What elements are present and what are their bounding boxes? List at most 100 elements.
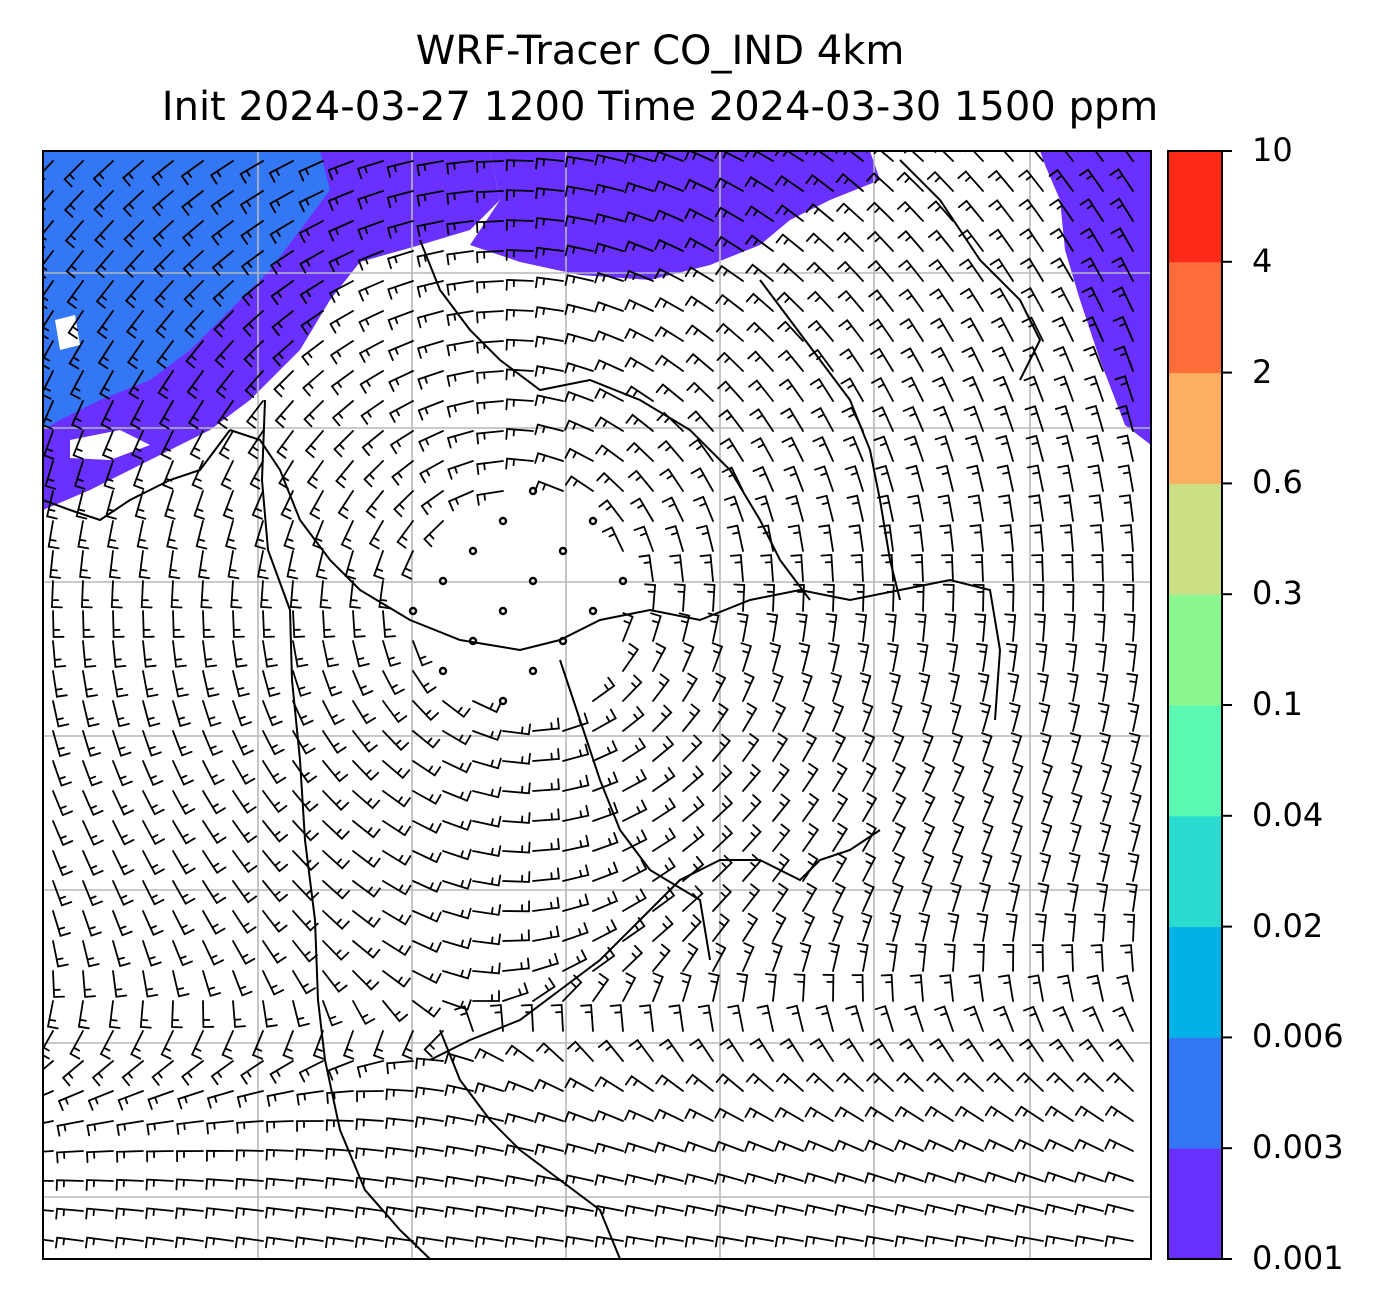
wind-barb (564, 215, 594, 227)
wind-barb (476, 220, 504, 234)
wind-barb (594, 213, 624, 225)
wind-barb (740, 642, 753, 672)
wind-barb (262, 700, 283, 727)
wind-barb (352, 940, 381, 959)
wind-barb (1126, 672, 1139, 702)
wind-barb (1080, 256, 1104, 282)
wind-barb (79, 550, 91, 579)
wind-barb (956, 1071, 984, 1092)
wind-barb (306, 460, 324, 489)
wind-barb (423, 520, 444, 548)
wind-barb (896, 1071, 924, 1092)
wind-barb (1049, 227, 1074, 252)
wind-barb (942, 583, 955, 612)
wind-barb (622, 612, 634, 642)
wind-barb (810, 406, 834, 432)
wind-barb (668, 1004, 684, 1032)
wind-barb (299, 250, 324, 274)
wind-barb (155, 310, 174, 339)
calm-marker (468, 636, 478, 646)
wind-barb (202, 910, 226, 935)
wind-barb (624, 1173, 654, 1186)
wind-barb (714, 151, 744, 162)
wind-barb (624, 298, 654, 312)
wind-barb (1106, 1071, 1134, 1092)
wind-barb (232, 670, 250, 698)
wind-barb (1002, 944, 1015, 972)
wind-barb (1076, 1071, 1104, 1092)
wind-barb (56, 1150, 84, 1164)
wind-barb (914, 613, 927, 642)
wind-barb (419, 460, 444, 484)
wind-barb (202, 940, 224, 966)
wind-barb (442, 790, 472, 802)
wind-barb (164, 490, 176, 520)
wind-barb (172, 910, 195, 936)
wind-barb (564, 1077, 594, 1092)
wind-barb (112, 760, 133, 787)
wind-barb (866, 201, 894, 222)
wind-barb (295, 1177, 324, 1190)
wind-barb (266, 1090, 294, 1107)
wind-barb (182, 250, 204, 277)
wind-barb (325, 1206, 354, 1219)
wind-barb (474, 1175, 504, 1188)
wind-barb (262, 940, 287, 964)
wind-barb (954, 1105, 984, 1122)
wind-barb (195, 520, 208, 550)
wind-barb (535, 157, 564, 170)
wind-barb (1120, 944, 1134, 972)
wind-barb (1025, 151, 1044, 162)
wind-barb (1105, 1105, 1134, 1122)
wind-barb (352, 970, 380, 991)
wind-barb (534, 423, 564, 436)
wind-barb (139, 1000, 152, 1029)
wind-barb (276, 430, 294, 459)
colorbar-segment (1168, 483, 1222, 595)
wind-barb (622, 917, 646, 942)
wind-barb (269, 190, 294, 214)
wind-barb (744, 1172, 774, 1185)
wind-barb (834, 1139, 864, 1152)
wind-barb (136, 520, 149, 550)
wind-barb (1090, 944, 1104, 972)
wind-barb (505, 368, 534, 381)
wind-barb (416, 190, 444, 207)
wind-barb (749, 408, 774, 432)
wind-barb (1027, 974, 1044, 1002)
wind-barb (772, 853, 790, 882)
wind-barb (282, 1030, 294, 1060)
wind-barb (862, 882, 875, 912)
wind-barb (682, 703, 701, 732)
wind-barb (52, 820, 74, 847)
wind-barb (712, 703, 729, 732)
wind-barb (274, 400, 294, 429)
wind-barb (924, 1105, 954, 1122)
wind-barb (151, 160, 174, 186)
wind-barb (1112, 315, 1134, 342)
wind-barb (373, 550, 385, 580)
wind-barb (125, 310, 144, 339)
wind-barb (382, 970, 411, 988)
wind-barb (414, 1236, 444, 1248)
wind-barb (262, 640, 278, 668)
wind-barb (995, 151, 1014, 162)
wind-barb (1035, 913, 1047, 942)
wind-barb (361, 430, 384, 457)
wind-barb (202, 820, 227, 845)
wind-barb (206, 1090, 234, 1109)
wind-barb (240, 250, 264, 276)
wind-barb (197, 550, 210, 580)
wind-barb (717, 380, 744, 402)
wind-barb (562, 834, 590, 852)
wind-barb (232, 640, 248, 668)
wind-barb (661, 496, 684, 522)
wind-barb (505, 398, 534, 411)
wind-barb (594, 359, 624, 372)
wind-barb (43, 370, 54, 400)
wind-barb (472, 904, 502, 916)
wind-barb (1034, 613, 1046, 642)
wind-barb (693, 495, 714, 522)
wind-barb (745, 1072, 774, 1092)
wind-barb (592, 802, 619, 822)
